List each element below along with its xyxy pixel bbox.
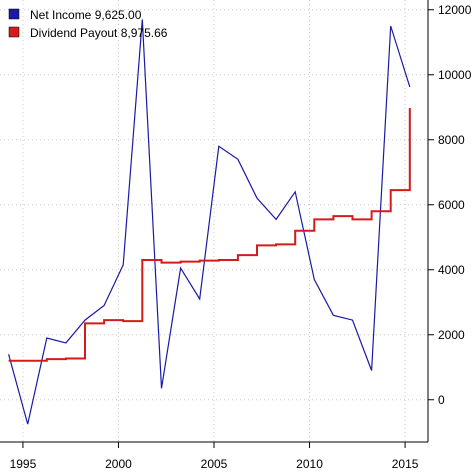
x-tick-label: 2015: [392, 457, 419, 471]
x-tick-label: 2010: [296, 457, 323, 471]
y-tick-label: 4000: [438, 263, 465, 277]
legend-label-dividend-payout: Dividend Payout 8,975.66: [30, 26, 168, 40]
y-tick-label: 8000: [438, 133, 465, 147]
series-line-dividend-payout: [8, 108, 411, 362]
y-tick-label: 10000: [438, 68, 472, 82]
x-tick-label: 2000: [105, 457, 132, 471]
x-tick-label: 2005: [201, 457, 228, 471]
grid: [0, 0, 428, 442]
legend-swatch-dividend-payout: [8, 26, 20, 38]
legend-label-net-income: Net Income 9,625.00: [30, 8, 142, 22]
y-tick-label: 12000: [438, 3, 472, 17]
y-tick-label: 2000: [438, 328, 465, 342]
series-group: [8, 19, 411, 425]
y-tick-label: 0: [438, 393, 445, 407]
y-tick-label: 6000: [438, 198, 465, 212]
series-line-net-income: [8, 19, 411, 425]
x-tick-label: 1995: [10, 457, 37, 471]
legend: Net Income 9,625.00 Dividend Payout 8,97…: [8, 8, 168, 40]
legend-swatch-net-income: [8, 8, 20, 20]
